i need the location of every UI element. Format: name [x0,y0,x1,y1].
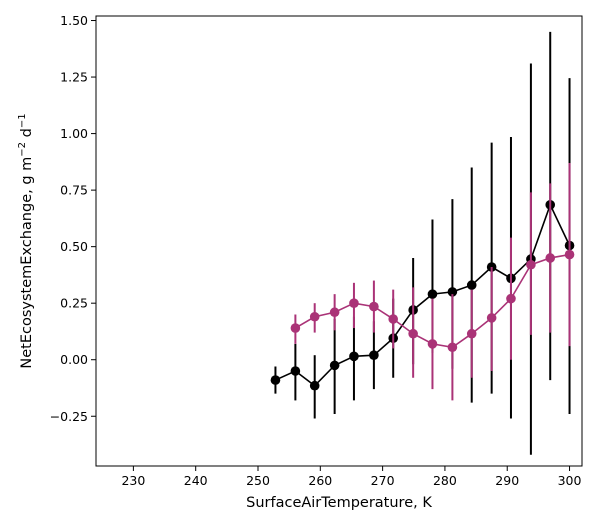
y-tick-label: 1.00 [60,126,88,141]
data-point [466,280,477,290]
data-point [564,249,575,260]
x-tick-label: 270 [371,473,395,488]
data-point [466,328,477,339]
y-tick-label: 0.75 [60,183,88,198]
data-point [447,287,458,297]
data-point [309,380,320,391]
data-point [447,342,458,353]
data-point [290,366,301,376]
y-tick-label: 0.25 [60,296,88,311]
x-tick-label: 300 [558,473,582,488]
plot-area [270,31,575,455]
x-axis: 230 240 250 260 270 280 290 300 [121,466,582,488]
data-point [329,360,340,371]
series-2 [290,162,575,401]
data-point [388,314,399,324]
x-axis-label: SurfaceAirTemperature, K [246,495,432,511]
plot-frame [95,15,583,467]
data-point [349,351,359,362]
data-point [369,301,379,312]
y-tick-label: 1.25 [60,70,88,85]
x-tick-label: 280 [433,473,457,488]
x-tick-label: 240 [184,473,208,488]
data-point [427,289,438,299]
x-tick-label: 260 [308,473,332,488]
y-tick-label: −0.25 [50,409,88,424]
y-axis-label: NetEcosystemExchange, g m−2 d−1 [17,113,35,368]
y-tick-label: 0.00 [60,352,88,367]
data-point [349,298,359,308]
data-point [369,350,379,360]
y-axis-label-sup1: −2 [17,142,28,157]
y-tick-label: 0.50 [60,239,88,254]
y-axis-label-sup2: −1 [17,113,28,128]
y-axis-label-main: NetEcosystemExchange, g m [19,157,35,369]
data-point [290,323,301,333]
x-tick-label: 250 [246,473,270,488]
data-point [526,259,536,270]
data-point [329,307,340,318]
y-axis-label-mid: d [19,128,35,142]
y-axis: −0.25 0.00 0.25 0.50 0.75 1.00 1.25 1.50 [50,13,96,424]
series-1 [270,31,575,455]
data-point [506,293,516,304]
data-point [486,313,497,323]
x-tick-label: 290 [495,473,519,488]
data-point [427,339,438,349]
x-tick-label: 230 [121,473,145,488]
data-point [408,328,418,339]
data-point [545,253,556,263]
data-point [309,311,320,322]
y-tick-label: 1.50 [60,13,88,28]
data-point [270,375,281,385]
series-line [275,202,571,387]
